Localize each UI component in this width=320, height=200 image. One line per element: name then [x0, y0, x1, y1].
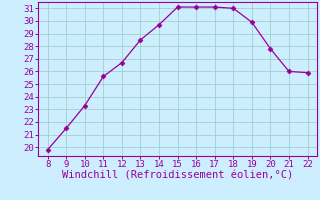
X-axis label: Windchill (Refroidissement éolien,°C): Windchill (Refroidissement éolien,°C) [62, 171, 293, 181]
